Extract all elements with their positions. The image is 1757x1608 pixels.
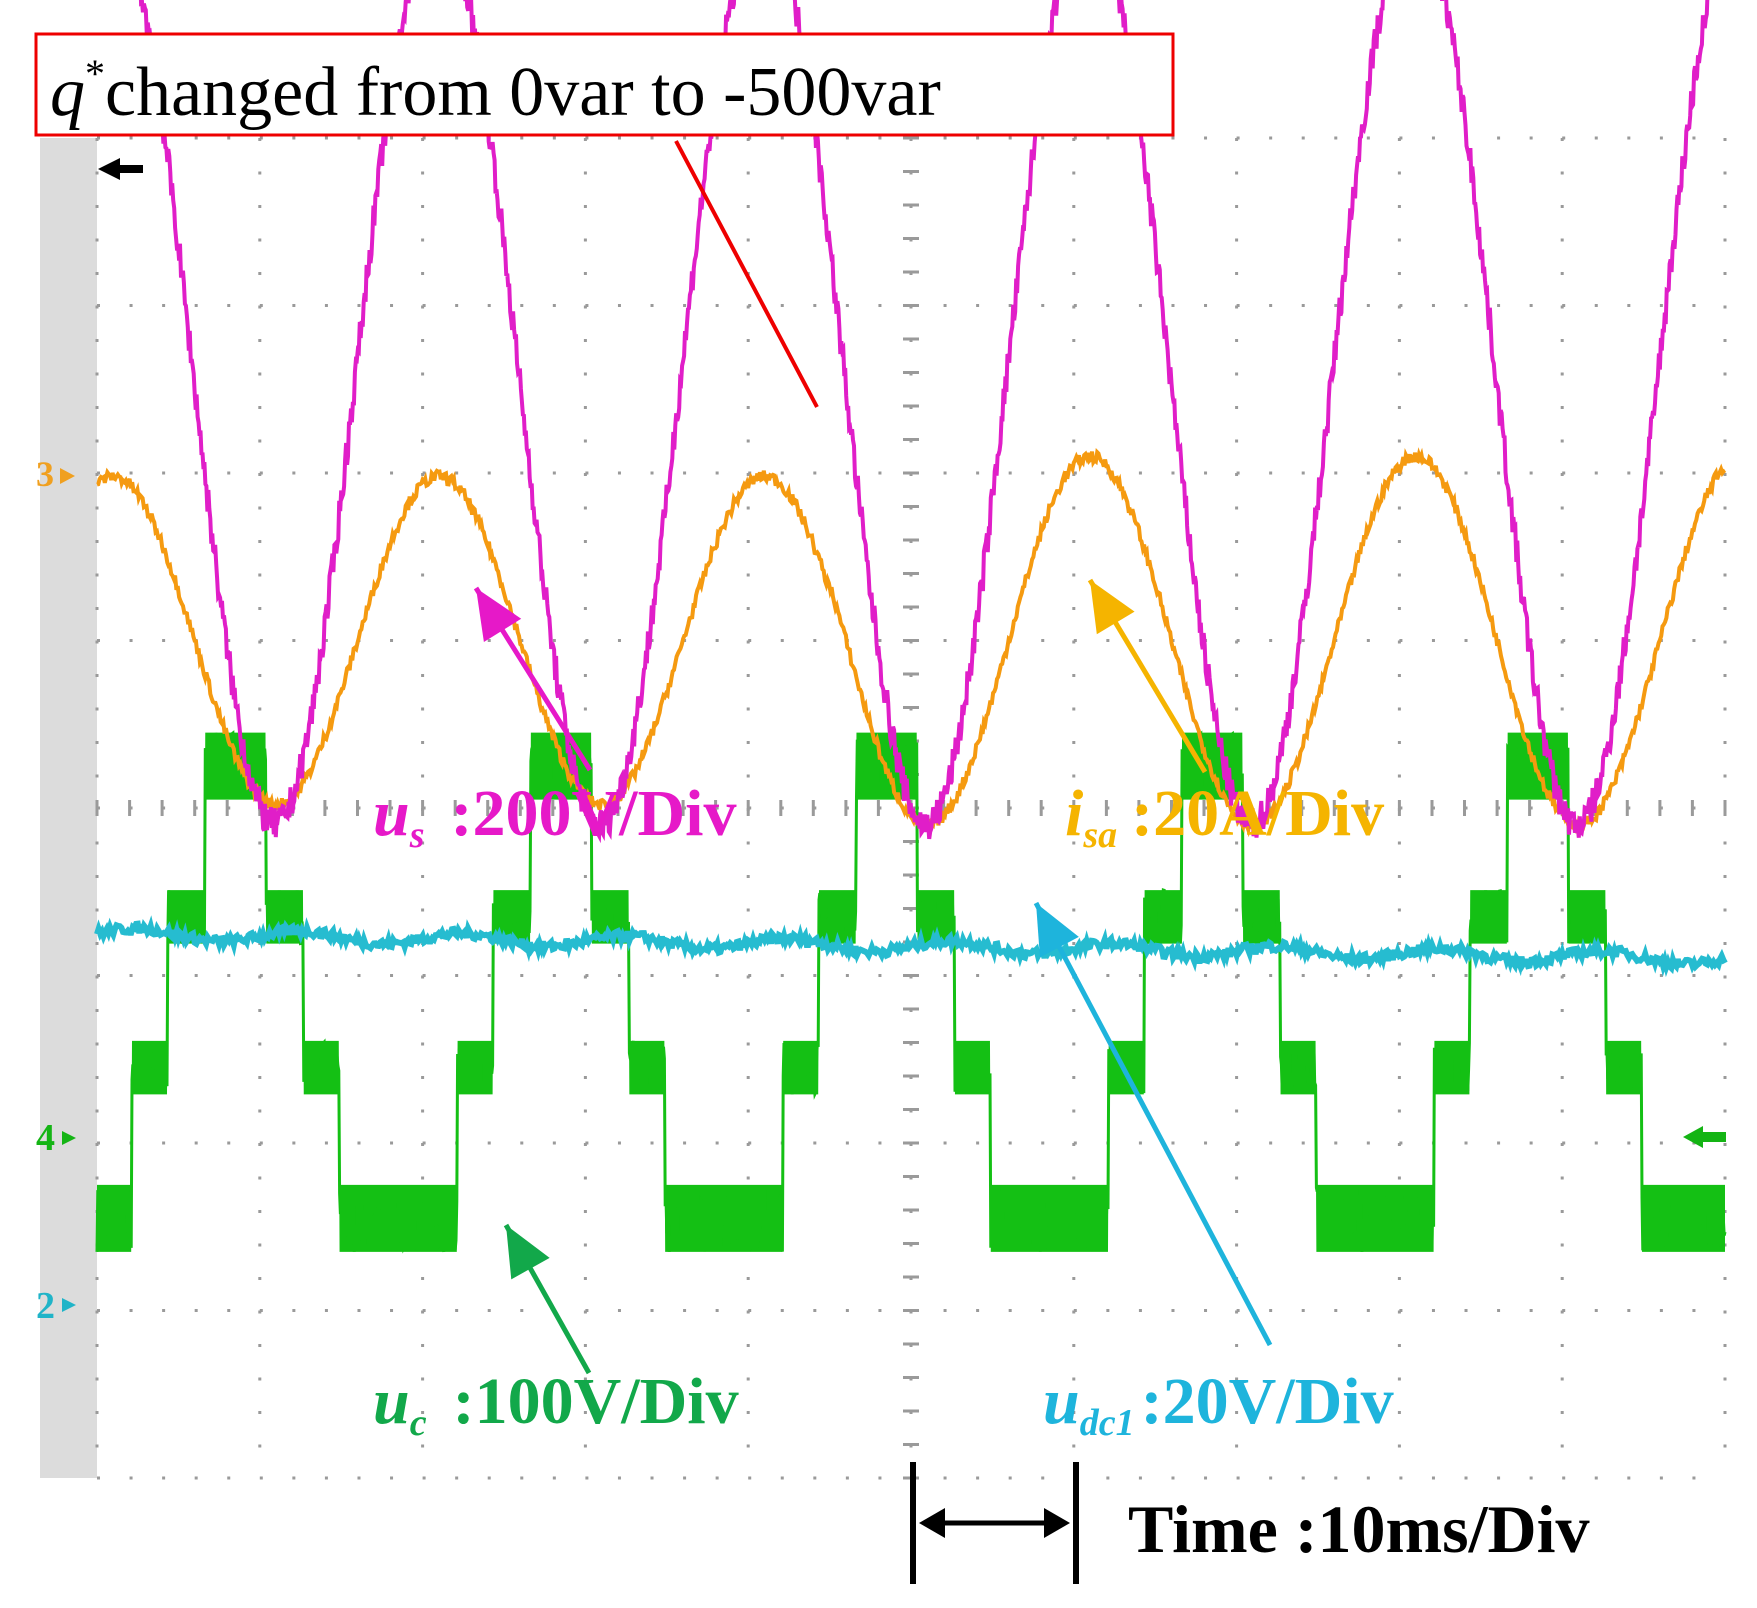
q-symbol: q (50, 54, 85, 131)
channel-2-number: 2 (36, 1285, 55, 1327)
label-pointers (473, 578, 1273, 1375)
channel-4-number: 4 (36, 1117, 55, 1159)
udc1-pointer-line (1033, 901, 1273, 1347)
isa-label: isa:20A/Div (1065, 777, 1384, 856)
event-pointer-line (674, 140, 819, 408)
annotation-message: changed from 0var to -500var (105, 54, 941, 131)
isa-pointer-head (1090, 580, 1135, 635)
udc1-pointer-head (1036, 903, 1079, 958)
annotation-text: q*changed from 0var to -500var (50, 51, 941, 131)
us-label: us:200V/Div (373, 777, 737, 856)
q-superscript: * (85, 51, 105, 96)
time-scale-indicator (910, 1462, 1079, 1584)
channel-2-marker: 2 (36, 1285, 76, 1327)
uc-label: uc:100V/Div (373, 1365, 739, 1444)
channel-3-marker: 3 (36, 454, 75, 494)
annotation-box (34, 32, 1175, 137)
channel-3-number: 3 (36, 454, 54, 494)
uc-trace (95, 730, 1727, 1254)
scope-left-strip (40, 138, 97, 1478)
channel-4-right-arrow-icon (1683, 1126, 1726, 1148)
uc-pointer-head (506, 1225, 550, 1280)
trace-layer (94, 0, 1728, 1254)
trigger-left-arrow-icon (98, 158, 143, 180)
udc1-label: udc1:20V/Div (1043, 1365, 1394, 1444)
us-pointer-head (476, 588, 522, 643)
channel-4-marker: 4 (36, 1117, 76, 1159)
us-trace (138, 0, 1710, 844)
time-scale-label: Time :10ms/Div (1128, 1491, 1590, 1567)
udc1-trace (94, 915, 1728, 978)
